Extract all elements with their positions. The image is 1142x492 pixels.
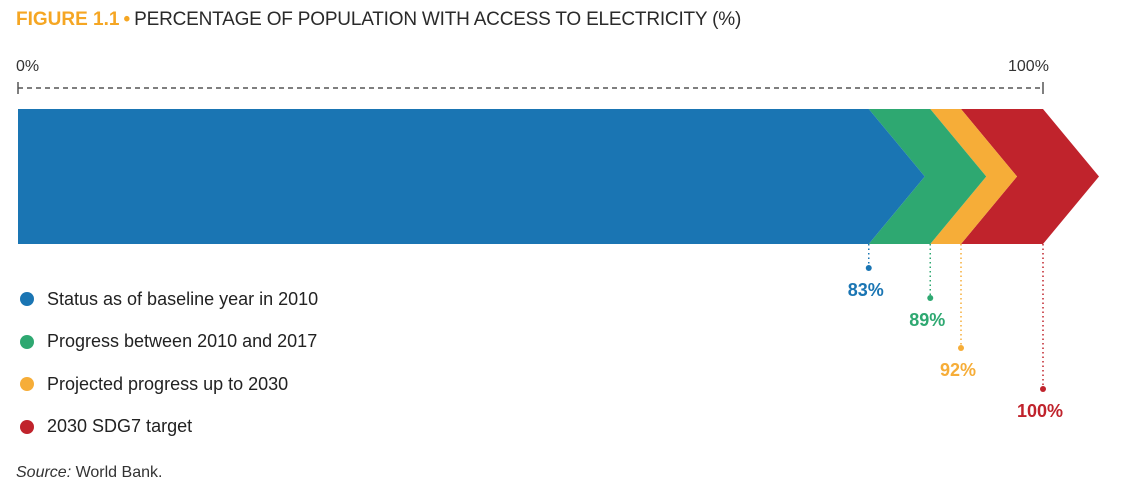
value-label-baseline: 83% <box>848 280 884 300</box>
legend-label-sdg7-target: 2030 SDG7 target <box>47 416 193 437</box>
legend-swatch-baseline <box>20 292 34 307</box>
figure-number: FIGURE 1.1 <box>16 9 120 30</box>
segment-progress-2017 <box>868 109 987 244</box>
segment-baseline <box>18 109 925 244</box>
legend-item-progress-2017: Progress between 2010 and 2017 <box>20 321 318 364</box>
source-note: Source: World Bank. <box>16 464 162 482</box>
access-chart: 83% 89% 92% 100% <box>17 82 1099 421</box>
leader-dot-projected-2030 <box>958 345 964 351</box>
legend-item-sdg7-target: 2030 SDG7 target <box>20 406 318 449</box>
axis-min-label: 0% <box>16 58 40 75</box>
legend: Status as of baseline year in 2010 Progr… <box>20 278 318 448</box>
leader-dot-sdg7-target <box>1040 386 1046 392</box>
source-prefix: Source: <box>16 464 72 481</box>
legend-label-baseline: Status as of baseline year in 2010 <box>47 288 319 309</box>
legend-label-progress-2017: Progress between 2010 and 2017 <box>47 331 318 352</box>
legend-swatch-progress-2017 <box>20 334 34 349</box>
legend-label-projected-2030: Projected progress up to 2030 <box>47 373 289 394</box>
legend-item-baseline: Status as of baseline year in 2010 <box>20 278 318 321</box>
axis-max-label: 100% <box>1008 58 1049 75</box>
figure-title-text: PERCENTAGE OF POPULATION WITH ACCESS TO … <box>134 9 742 30</box>
source-text: World Bank. <box>71 464 163 481</box>
value-label-projected-2030: 92% <box>940 360 976 380</box>
segment-sdg7-target <box>961 109 1099 244</box>
segment-projected-2030 <box>930 109 1017 244</box>
legend-swatch-projected-2030 <box>20 377 34 392</box>
value-label-progress-2017: 89% <box>909 310 945 330</box>
legend-swatch-sdg7-target <box>20 419 34 434</box>
leader-dot-progress-2017 <box>927 295 934 301</box>
figure-title: FIGURE 1.1 • PERCENTAGE OF POPULATION WITH… <box>16 8 741 32</box>
title-separator-dot: • <box>123 9 131 30</box>
legend-item-projected-2030: Projected progress up to 2030 <box>20 363 318 406</box>
leader-dot-baseline <box>865 265 872 271</box>
value-label-sdg7-target: 100% <box>1017 401 1063 421</box>
